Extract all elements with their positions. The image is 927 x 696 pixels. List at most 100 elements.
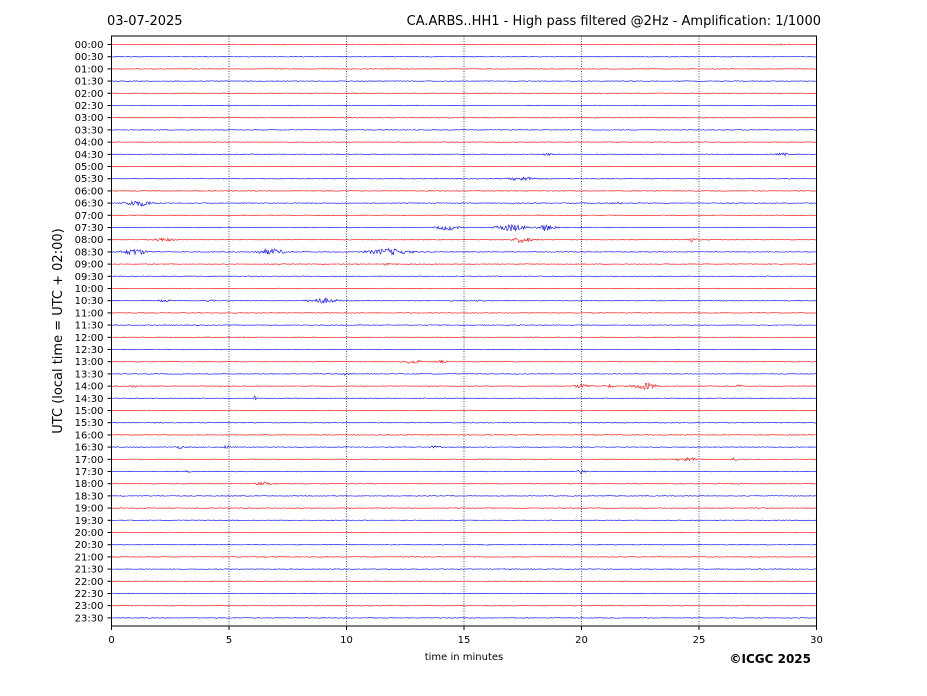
y-tick-label-1830: 18:30 xyxy=(75,491,104,502)
trace-0300 xyxy=(111,116,817,119)
y-tick-label-1730: 17:30 xyxy=(75,467,104,478)
y-tick-label-2030: 20:30 xyxy=(75,540,104,551)
trace-1330 xyxy=(111,372,817,376)
trace-0530 xyxy=(111,176,817,182)
trace-2230 xyxy=(111,592,817,595)
trace-1430 xyxy=(111,394,817,401)
y-tick-label-0930: 09:30 xyxy=(75,272,104,283)
chart-date: 03-07-2025 xyxy=(107,14,183,29)
y-tick-label-0130: 01:30 xyxy=(75,77,104,88)
y-tick-label-0030: 00:30 xyxy=(75,52,104,63)
trace-2130 xyxy=(111,568,817,570)
trace-1630 xyxy=(111,444,817,449)
x-tick-label-0: 0 xyxy=(108,635,114,646)
trace-0200 xyxy=(111,92,817,95)
trace-1400 xyxy=(111,382,817,391)
y-tick-label-0230: 02:30 xyxy=(75,101,104,112)
trace-0700 xyxy=(111,214,817,217)
trace-1230 xyxy=(111,348,817,351)
plot-frame xyxy=(111,35,817,627)
y-tick-label-1500: 15:00 xyxy=(75,406,104,417)
y-tick-label-1030: 10:30 xyxy=(75,296,104,307)
y-tick-label-1330: 13:30 xyxy=(75,369,104,380)
y-tick-label-1200: 12:00 xyxy=(75,333,104,344)
trace-0500 xyxy=(111,165,817,168)
trace-1730 xyxy=(111,469,817,475)
y-tick-label-2330: 23:30 xyxy=(75,613,104,624)
trace-1800 xyxy=(111,481,817,486)
x-tick-marks: 0 5 10 15 20 25 30 xyxy=(108,626,823,646)
y-tick-label-0730: 07:30 xyxy=(75,223,104,234)
trace-1200 xyxy=(111,336,817,339)
x-tick-label-10: 10 xyxy=(340,635,353,646)
y-tick-label-0630: 06:30 xyxy=(75,199,104,210)
x-tick-label-25: 25 xyxy=(693,635,706,646)
x-axis-label: time in minutes xyxy=(425,652,504,663)
trace-1000 xyxy=(111,287,817,290)
trace-0130 xyxy=(111,80,817,82)
y-tick-label-0400: 04:00 xyxy=(75,138,104,149)
copyright-text: ©ICGC 2025 xyxy=(729,652,811,666)
trace-0800 xyxy=(111,237,817,244)
trace-0830 xyxy=(111,247,817,256)
trace-0330 xyxy=(111,129,817,131)
trace-1130 xyxy=(111,324,817,326)
y-tick-label-0200: 02:00 xyxy=(75,89,104,100)
trace-1600 xyxy=(111,434,817,436)
y-tick-label-1600: 16:00 xyxy=(75,430,104,441)
y-tick-label-1700: 17:00 xyxy=(75,455,104,466)
y-tick-label-1430: 14:30 xyxy=(75,394,104,405)
trace-lines xyxy=(111,43,817,619)
trace-0900 xyxy=(111,262,817,266)
trace-2330 xyxy=(111,617,817,619)
y-tick-label-1300: 13:00 xyxy=(75,357,104,368)
trace-0600 xyxy=(111,190,817,192)
trace-0730 xyxy=(111,224,817,232)
trace-2030 xyxy=(111,543,817,546)
y-tick-label-1130: 11:30 xyxy=(75,321,104,332)
y-tick-label-2300: 23:00 xyxy=(75,601,104,612)
y-tick-label-0530: 05:30 xyxy=(75,174,104,185)
trace-1100 xyxy=(111,312,817,314)
vertical-grid xyxy=(228,36,700,626)
y-tick-label-1930: 19:30 xyxy=(75,516,104,527)
y-tick-label-1800: 18:00 xyxy=(75,479,104,490)
trace-1830 xyxy=(111,495,817,497)
trace-1930 xyxy=(111,519,817,522)
y-tick-label-0900: 09:00 xyxy=(75,260,104,271)
x-tick-label-5: 5 xyxy=(226,635,232,646)
y-tick-label-1100: 11:00 xyxy=(75,308,104,319)
trace-2100 xyxy=(111,556,817,558)
y-tick-label-1000: 10:00 xyxy=(75,284,104,295)
trace-1900 xyxy=(111,507,817,509)
trace-0000 xyxy=(111,43,817,46)
trace-0230 xyxy=(111,104,817,107)
y-tick-label-0500: 05:00 xyxy=(75,162,104,173)
y-tick-label-0830: 08:30 xyxy=(75,247,104,258)
y-axis-label: UTC (local time = UTC + 02:00) xyxy=(51,228,66,433)
x-tick-label-20: 20 xyxy=(575,635,588,646)
trace-0400 xyxy=(111,141,817,143)
y-tick-label-0330: 03:30 xyxy=(75,125,104,136)
y-tick-label-2000: 20:00 xyxy=(75,528,104,539)
y-tick-label-0700: 07:00 xyxy=(75,211,104,222)
trace-0930 xyxy=(111,275,817,278)
trace-2200 xyxy=(111,580,817,583)
y-tick-label-1400: 14:00 xyxy=(75,382,104,393)
y-tick-label-0300: 03:00 xyxy=(75,113,104,124)
y-tick-label-2100: 21:00 xyxy=(75,552,104,563)
y-tick-label-1530: 15:30 xyxy=(75,418,104,429)
trace-1030 xyxy=(111,297,817,304)
trace-0430 xyxy=(111,152,817,157)
y-tick-label-0430: 04:30 xyxy=(75,150,104,161)
y-tick-label-0100: 01:00 xyxy=(75,64,104,75)
y-tick-label-2200: 22:00 xyxy=(75,577,104,588)
trace-2300 xyxy=(111,604,817,607)
y-tick-label-1630: 16:30 xyxy=(75,443,104,454)
x-tick-label-15: 15 xyxy=(458,635,471,646)
trace-1300 xyxy=(111,359,817,364)
y-tick-label-0600: 06:00 xyxy=(75,186,104,197)
trace-0630 xyxy=(111,200,817,207)
trace-0100 xyxy=(111,68,817,70)
